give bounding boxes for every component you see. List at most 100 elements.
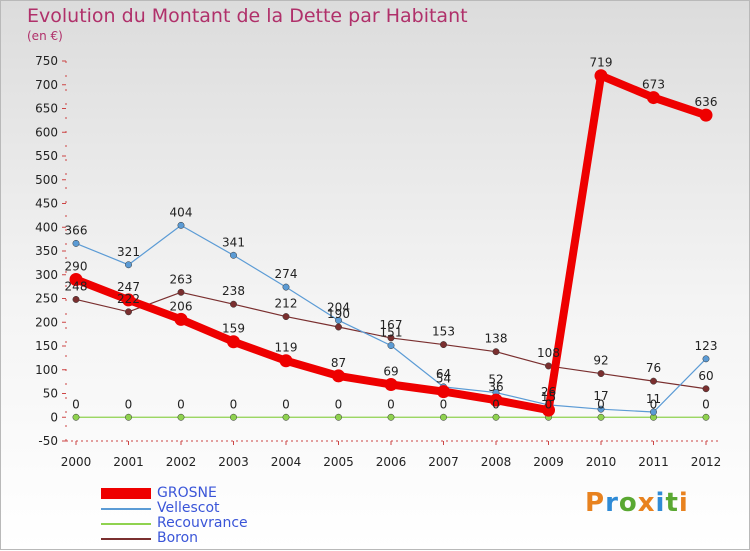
data-point-recouvrance: [177, 413, 185, 421]
data-label-grosne: 15: [541, 390, 556, 404]
legend-swatch-recouvrance: [101, 522, 151, 525]
y-tick-label: 600: [35, 125, 58, 139]
data-label-boron: 248: [65, 279, 88, 293]
chart-title: Evolution du Montant de la Dette par Hab…: [27, 5, 468, 27]
y-tick-label: 550: [35, 149, 58, 163]
data-point-grosne: [384, 377, 398, 391]
data-label-recouvrance: 0: [230, 397, 238, 411]
data-point-grosne: [699, 108, 713, 122]
data-label-grosne: 719: [590, 56, 613, 70]
data-point-vellescot: [125, 261, 132, 269]
y-tick-label: 200: [35, 315, 58, 329]
data-point-vellescot: [597, 405, 605, 413]
data-label-boron: 138: [485, 332, 508, 346]
legend-label-vellescot: Vellescot: [157, 500, 220, 516]
data-point-boron: [230, 300, 237, 308]
data-label-boron: 212: [275, 297, 298, 311]
x-tick-label: 2004: [271, 455, 302, 469]
data-label-grosne: 54: [436, 372, 451, 386]
data-point-vellescot: [387, 342, 395, 349]
data-label-boron: 190: [327, 307, 350, 321]
legend: GROSNE Vellescot Recouvrance Boron: [101, 486, 248, 546]
x-tick-label: 2006: [376, 455, 407, 469]
x-tick-label: 2001: [113, 455, 144, 469]
data-point-vellescot: [650, 408, 657, 416]
data-point-vellescot: [72, 239, 80, 247]
data-label-recouvrance: 0: [702, 397, 710, 411]
data-label-grosne: 159: [222, 322, 245, 336]
data-point-grosne: [332, 369, 345, 383]
x-tick-label: 2008: [481, 455, 512, 469]
axes: -500501001502002503003504004505005506006…: [35, 54, 721, 469]
data-label-boron: 238: [222, 284, 245, 298]
data-point-recouvrance: [230, 413, 237, 421]
data-label-vellescot: 321: [117, 245, 140, 259]
logo-letter: t: [665, 488, 679, 518]
data-point-recouvrance: [597, 413, 605, 421]
data-label-grosne: 247: [117, 280, 140, 294]
y-tick-label: 150: [35, 339, 58, 353]
legend-item-grosne: GROSNE: [101, 486, 248, 501]
data-label-grosne: 290: [65, 260, 88, 274]
data-label-vellescot: 341: [222, 235, 245, 249]
logo-letter: i: [678, 488, 689, 518]
y-tick-label: 450: [35, 197, 58, 211]
data-label-recouvrance: 0: [125, 397, 133, 411]
data-label-vellescot: 123: [695, 339, 718, 353]
data-label-recouvrance: 0: [440, 397, 448, 411]
legend-swatch-vellescot: [101, 507, 151, 510]
data-label-grosne: 119: [275, 341, 298, 355]
x-tick-label: 2000: [61, 455, 92, 469]
data-point-boron: [177, 288, 185, 296]
x-tick-label: 2011: [638, 455, 669, 469]
y-tick-label: 250: [35, 292, 58, 306]
y-tick-label: 300: [35, 268, 58, 282]
data-label-vellescot: 17: [593, 389, 608, 403]
data-point-vellescot: [335, 316, 342, 324]
data-labels-layer: 0 0 0 0 0 0 0 0 0 0 0 0 0 248 222 263 238 212 190 167 153 138…: [65, 56, 718, 412]
data-point-grosne: [647, 91, 660, 105]
data-label-boron: 153: [432, 325, 455, 339]
data-label-vellescot: 26: [541, 385, 556, 399]
legend-item-recouvrance: Recouvrance: [101, 516, 248, 531]
logo-letter: P: [585, 488, 606, 518]
data-point-grosne: [227, 335, 240, 349]
data-point-vellescot: [230, 251, 237, 259]
y-tick-label: 0: [50, 410, 58, 424]
x-tick-label: 2010: [586, 455, 617, 469]
x-tick-label: 2007: [428, 455, 459, 469]
data-point-recouvrance: [440, 413, 447, 421]
x-tick-label: 2002: [166, 455, 197, 469]
data-point-boron: [387, 334, 395, 342]
x-tick-label: 2003: [218, 455, 249, 469]
data-label-grosne: 69: [383, 364, 398, 378]
data-point-boron: [72, 296, 80, 303]
proxiti-logo: Proxiti: [585, 488, 689, 518]
data-point-recouvrance: [492, 413, 500, 421]
legend-item-vellescot: Vellescot: [101, 501, 248, 516]
data-point-boron: [702, 385, 710, 393]
data-label-vellescot: 52: [488, 373, 503, 387]
data-point-boron: [492, 348, 500, 356]
legend-swatch-boron: [101, 537, 151, 540]
data-label-grosne: 206: [170, 299, 193, 313]
data-label-boron: 222: [117, 292, 140, 306]
data-point-vellescot: [702, 355, 710, 363]
data-point-boron: [597, 370, 605, 377]
data-label-vellescot: 366: [65, 223, 88, 237]
data-label-boron: 92: [593, 354, 608, 368]
y-tick-label: 700: [35, 78, 58, 92]
data-point-grosne: [279, 354, 293, 368]
data-label-grosne: 673: [642, 78, 665, 92]
data-label-boron: 76: [646, 361, 661, 375]
legend-item-boron: Boron: [101, 531, 248, 546]
y-tick-label: 650: [35, 102, 58, 116]
y-tick-label: 350: [35, 244, 58, 258]
data-label-grosne: 87: [331, 356, 346, 370]
data-point-vellescot: [282, 283, 290, 291]
data-label-recouvrance: 0: [597, 397, 605, 411]
data-point-recouvrance: [72, 413, 80, 421]
legend-swatch-grosne: [101, 488, 151, 499]
data-label-recouvrance: 0: [492, 397, 500, 411]
